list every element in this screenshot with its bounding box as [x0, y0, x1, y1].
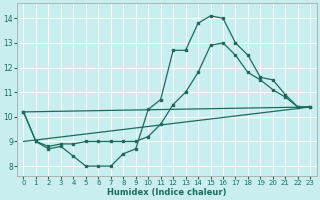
X-axis label: Humidex (Indice chaleur): Humidex (Indice chaleur) [107, 188, 227, 197]
